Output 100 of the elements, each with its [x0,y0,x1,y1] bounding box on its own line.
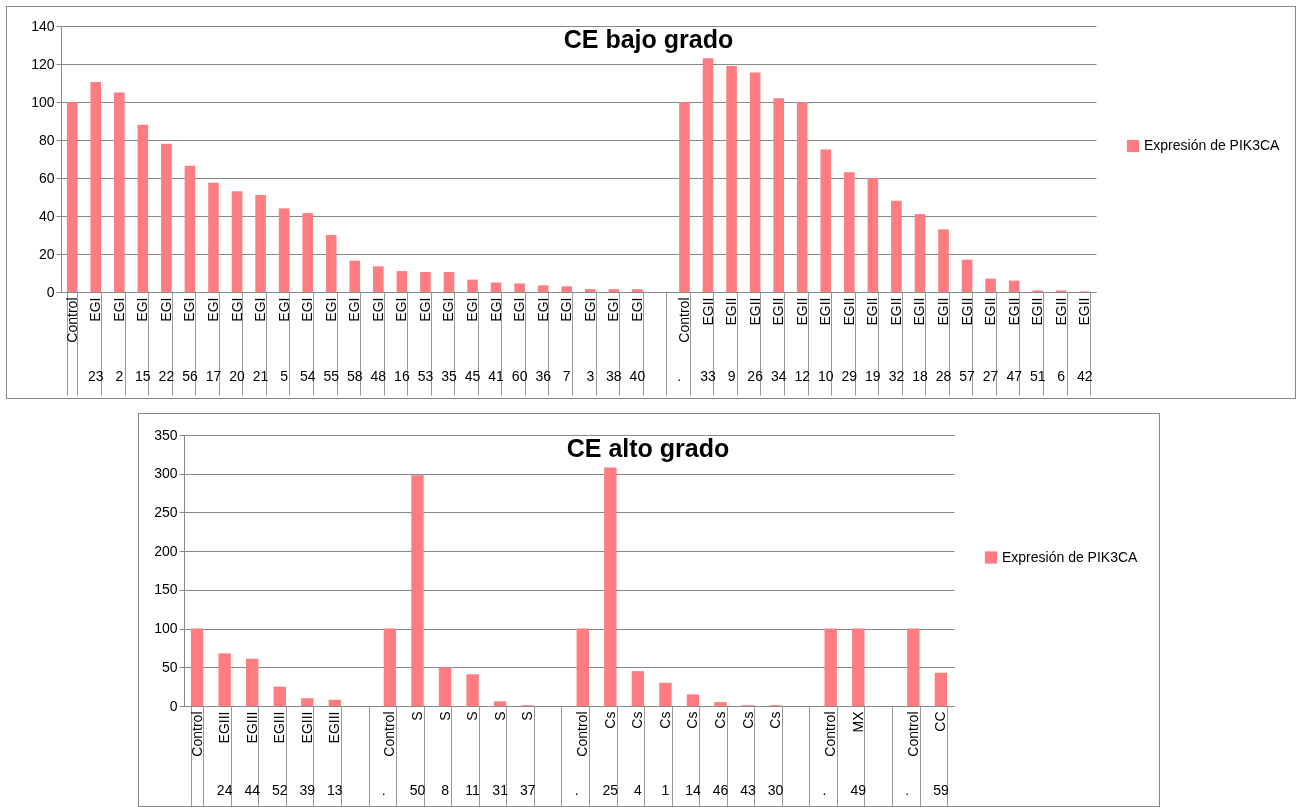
category-label: EGII 9 [723,297,740,384]
category-label: Control . [904,711,921,798]
category-label: EGI 48 [369,297,387,384]
bar [302,213,313,292]
bar [714,702,727,706]
y-tick-label: 100 [154,620,178,637]
category-label: EGI 36 [534,297,551,384]
chart-title: CE bajo grado [563,25,734,53]
bar [255,195,266,292]
category-label: EGII 10 [817,297,834,384]
bar [438,667,452,706]
category-label: EGII 57 [958,297,975,384]
category-label: S 8 [436,711,453,798]
category-label: EGII 32 [887,297,905,384]
category-label: EGI 41 [487,297,504,384]
bar [632,289,643,292]
category-label: EGI 21 [252,297,269,384]
bar [608,289,620,292]
y-tick-label: 140 [31,17,55,34]
category-label: MX 49 [849,711,867,798]
chart-title: CE alto grado [566,434,730,462]
category-label: Control . [381,711,398,798]
bar [466,674,479,706]
bar [373,266,384,292]
category-label: EGII 34 [770,297,787,384]
y-tick-label: 40 [38,207,55,224]
category-label: EGI 22 [157,297,175,384]
category-label: EGII 27 [982,297,999,384]
category-label: EGI 40 [628,297,646,384]
y-tick-label: 250 [154,503,178,520]
category-label: EGI 5 [275,297,292,384]
y-tick-label: 200 [154,542,178,559]
category-label: Cs 4 [629,711,646,798]
bar [301,698,314,706]
bar [184,165,196,292]
category-label: Control . [574,711,591,798]
bar [396,271,408,292]
category-label: CC 59 [932,711,949,798]
bar [113,92,125,292]
category-label: EGII 19 [864,297,881,384]
bar [749,72,761,292]
category-label: S 50 [408,711,426,798]
category-label: EGII 33 [699,297,716,384]
category-label: EGI 60 [511,297,528,384]
x-tick-label: Control [188,711,205,757]
category-label: EGI 17 [204,297,222,384]
bar [702,58,714,292]
y-tick-label: 350 [154,426,178,443]
category-label: EGII 18 [911,297,928,384]
category-label: Cs 43 [739,711,756,798]
category-label: EGI 35 [440,297,457,384]
y-tick-label: 60 [38,169,55,186]
category-label: EGI 45 [464,297,481,384]
category-label: EGII 26 [746,297,763,384]
category-label: EGIII 39 [298,711,316,798]
category-label: EGI 7 [558,297,575,384]
bar [844,172,855,292]
bar [820,149,832,292]
bar [985,278,996,292]
category-label: EGI 20 [228,297,245,384]
category-label: EGI 58 [346,297,363,384]
category-label: EGI 55 [322,297,340,384]
y-tick-label: 0 [46,283,55,300]
bar [66,102,78,292]
category-label: Cs 1 [656,711,673,798]
bar [726,65,737,292]
category-label: Control . [822,711,839,798]
bar [245,658,259,706]
category-label: Cs 25 [601,711,619,798]
x-tick-label: Control [63,297,80,343]
y-tick-label: 20 [38,245,55,262]
y-tick-label: 0 [169,697,178,714]
bar [796,102,808,292]
bar [584,289,596,292]
bar [90,82,102,292]
category-label: EGI 16 [393,297,410,384]
category-label: S 37 [519,711,536,798]
bar [773,98,784,292]
bar [561,286,573,292]
bar [208,182,219,292]
bar [891,200,902,292]
bar [679,102,690,292]
category-label: EGII 42 [1076,297,1093,384]
bar [218,653,231,706]
legend-label: Expresión de PIK3CA [1144,137,1281,153]
category-label: EGI 53 [416,297,434,384]
category-label: Control . [675,297,692,384]
category-label: EGI 23 [87,297,104,384]
category-label: Cs 46 [712,711,729,798]
legend-label: Expresión de PIK3CA [1002,548,1139,565]
category-label: EGI 2 [110,297,127,384]
category-label: EGI 15 [134,297,151,384]
bar [231,191,243,292]
bar [493,701,507,706]
bar [467,279,478,292]
bar [190,628,204,706]
category-label: EGIII 44 [243,711,260,798]
category-label: EGI 56 [181,297,198,384]
bar [443,272,455,292]
bar [686,694,700,706]
